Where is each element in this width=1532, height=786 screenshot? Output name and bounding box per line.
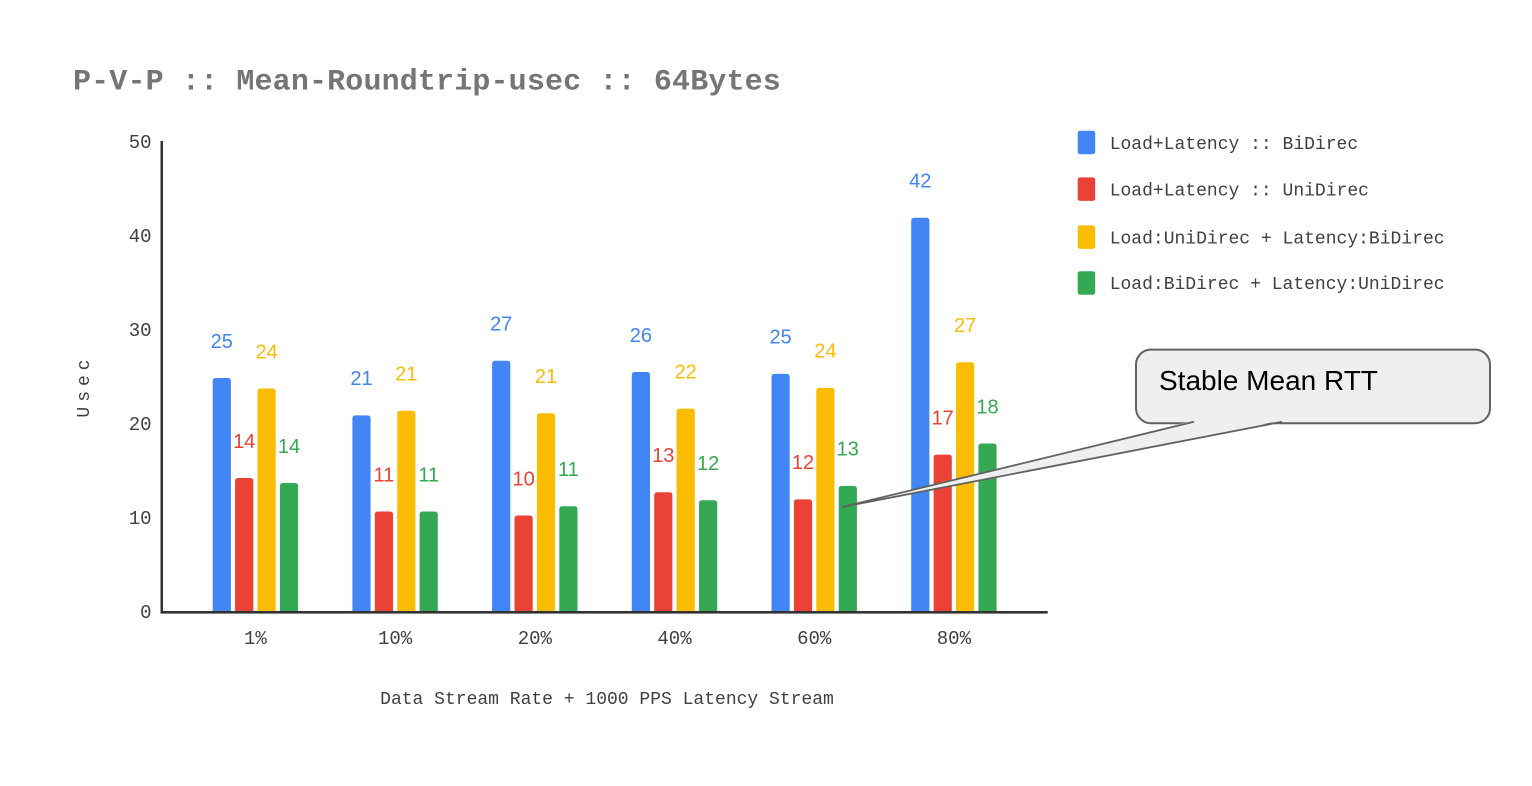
svg-text:11: 11 (418, 464, 439, 486)
svg-text:24: 24 (814, 341, 836, 363)
svg-text:10: 10 (512, 468, 534, 490)
svg-text:17: 17 (932, 407, 954, 429)
svg-text:26: 26 (630, 325, 652, 347)
svg-text:0: 0 (140, 602, 151, 624)
svg-text:Usec: Usec (75, 354, 95, 417)
svg-text:25: 25 (211, 331, 233, 353)
svg-text:20%: 20% (518, 628, 553, 650)
svg-text:13: 13 (837, 439, 859, 461)
svg-text:27: 27 (490, 314, 512, 336)
svg-text:22: 22 (675, 361, 697, 383)
svg-text:21: 21 (395, 364, 417, 386)
svg-text:13: 13 (652, 445, 674, 467)
svg-text:Load+Latency :: UniDirec: Load+Latency :: UniDirec (1110, 182, 1369, 202)
svg-text:Load+Latency :: BiDirec: Load+Latency :: BiDirec (1110, 135, 1358, 155)
svg-text:24: 24 (255, 341, 277, 363)
svg-text:14: 14 (278, 436, 300, 458)
svg-text:80%: 80% (937, 628, 972, 650)
svg-text:40: 40 (129, 226, 152, 248)
svg-text:25: 25 (769, 327, 791, 349)
svg-text:27: 27 (954, 315, 976, 337)
svg-text:11: 11 (374, 464, 395, 486)
svg-text:Stable Mean RTT: Stable Mean RTT (1159, 365, 1378, 396)
svg-text:Load:BiDirec + Latency:UniDire: Load:BiDirec + Latency:UniDirec (1110, 275, 1445, 295)
svg-text:12: 12 (792, 452, 814, 474)
svg-text:21: 21 (350, 368, 372, 390)
svg-text:30: 30 (129, 320, 152, 342)
svg-text:1%: 1% (244, 628, 267, 650)
svg-text:Data Stream Rate + 1000 PPS La: Data Stream Rate + 1000 PPS Latency Stre… (380, 690, 834, 710)
svg-text:10%: 10% (378, 628, 413, 650)
svg-text:14: 14 (233, 431, 255, 453)
svg-text:20: 20 (129, 414, 152, 436)
svg-text:60%: 60% (797, 628, 832, 650)
svg-text:18: 18 (976, 396, 998, 418)
svg-text:12: 12 (697, 453, 719, 475)
svg-text:40%: 40% (657, 628, 692, 650)
svg-text:50: 50 (129, 132, 152, 154)
svg-text:42: 42 (909, 171, 931, 193)
svg-text:P-V-P :: Mean-Roundtrip-usec :: P-V-P :: Mean-Roundtrip-usec :: 64Bytes (73, 66, 781, 100)
svg-text:11: 11 (558, 459, 579, 481)
svg-text:Load:UniDirec + Latency:BiDire: Load:UniDirec + Latency:BiDirec (1110, 230, 1445, 250)
svg-text:21: 21 (535, 366, 557, 388)
svg-text:10: 10 (129, 508, 152, 530)
